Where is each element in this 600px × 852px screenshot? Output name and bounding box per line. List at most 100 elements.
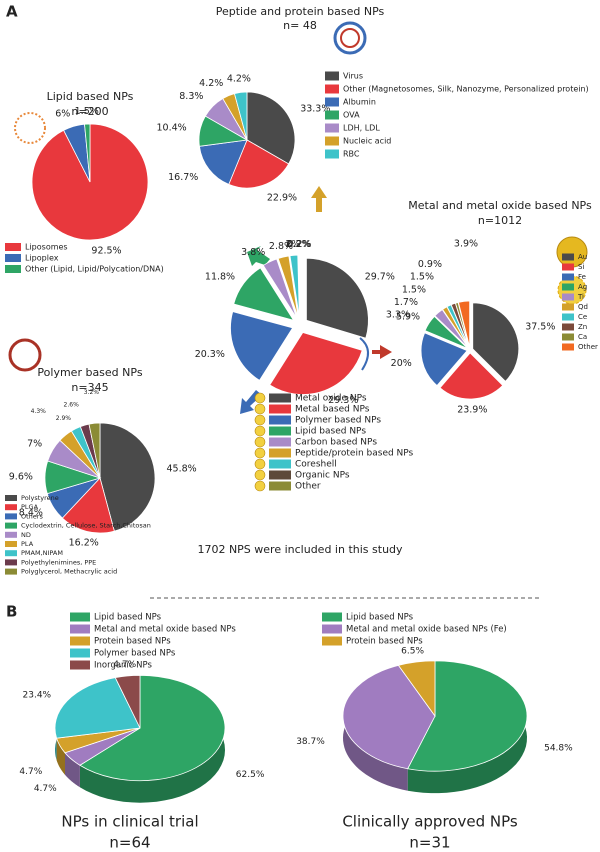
legend-swatch <box>269 448 291 458</box>
legend-label: Inorganic NPs <box>94 661 153 671</box>
legend-swatch <box>5 495 17 501</box>
legend-label: Coreshell <box>295 460 337 470</box>
pie-slice <box>230 311 294 381</box>
arrow <box>359 337 369 371</box>
chart-subtitle: n=31 <box>409 834 450 852</box>
pie-slice <box>457 300 471 348</box>
pie-slice <box>114 674 141 729</box>
value-label: 3.9% <box>454 239 478 250</box>
legend-label: Ce <box>578 313 587 321</box>
pie-slice <box>228 139 290 189</box>
legend-label: Qd <box>578 303 588 311</box>
chart-title: Clinically approved NPs <box>342 813 518 831</box>
legend-swatch <box>325 84 339 94</box>
legend-swatch <box>562 333 574 341</box>
legend-swatch <box>70 612 90 622</box>
value-label: 23.4% <box>23 690 52 700</box>
legend-label: Fe <box>578 273 586 281</box>
legend-swatch <box>562 303 574 311</box>
value-label: 23.9% <box>457 404 487 415</box>
legend-label: Polymer based NPs <box>295 416 381 426</box>
legend-swatch <box>269 481 291 491</box>
legend-label: Zn <box>578 323 587 331</box>
value-label: 2% <box>285 239 300 250</box>
chart-title: Polymer based NPs <box>37 366 142 379</box>
legend-label: Other <box>578 343 598 351</box>
legend-swatch <box>562 253 574 261</box>
legend-label: Metal and metal oxide based NPs (Fe) <box>346 625 507 635</box>
chart-subtitle: n=200 <box>71 105 108 118</box>
legend-icon <box>254 403 266 415</box>
arrow <box>247 246 270 266</box>
value-label: 6% <box>55 109 70 120</box>
caption: 1702 NPS were included in this study <box>197 543 403 556</box>
legend-icon <box>254 469 266 481</box>
value-label: 4.2% <box>199 78 223 89</box>
icons <box>8 21 588 372</box>
chart-subtitle: n=345 <box>71 381 108 394</box>
value-label: 6.5% <box>401 647 424 657</box>
legend-swatch <box>325 71 339 81</box>
value-label: 20% <box>391 358 412 369</box>
legend-label: Lipid based NPs <box>94 613 162 623</box>
pie-side <box>79 675 226 803</box>
value-label: 9.6% <box>9 472 33 483</box>
panel-label: A <box>6 3 18 21</box>
pie-slice <box>472 302 520 382</box>
panel-label: B <box>6 603 17 621</box>
pie-slice <box>407 660 528 772</box>
legend-label: Metal oxide NPs <box>295 394 367 404</box>
value-label: 11.8% <box>205 272 235 283</box>
value-label: 92.5% <box>91 245 121 256</box>
legend-swatch <box>269 470 291 480</box>
chart-subtitle: n= 48 <box>283 19 317 32</box>
legend-label: Protein based NPs <box>94 637 171 647</box>
value-label: 3.3% <box>386 310 410 321</box>
pie-slice <box>246 91 296 165</box>
value-label: 8.4% <box>19 508 43 519</box>
legend-icon <box>254 414 266 426</box>
value-label: 54.8% <box>544 744 573 754</box>
value-label: 1.7% <box>394 297 418 308</box>
legend-swatch <box>562 273 574 281</box>
legend-label: Virus <box>343 72 363 81</box>
value-label: 3.8% <box>241 247 265 258</box>
legend-swatch <box>269 393 291 403</box>
legend-swatch <box>5 243 21 251</box>
legend-label: Ti <box>577 293 584 301</box>
pie-slice <box>277 255 299 318</box>
value-label: 1.5% <box>75 106 99 117</box>
legend-swatch <box>5 550 17 557</box>
legend-swatch <box>5 254 21 262</box>
legend-label: RBC <box>343 150 360 159</box>
pie-slice <box>233 267 295 321</box>
legend-swatch <box>325 110 339 120</box>
pie-slice <box>424 315 468 349</box>
icon <box>14 112 46 144</box>
value-label: 0.2% <box>287 239 311 250</box>
legend-label: Polyethylenimines, PPE <box>21 558 96 566</box>
pie-slice <box>342 664 436 770</box>
icon <box>8 338 42 372</box>
value-label: 62.5% <box>236 770 265 780</box>
legend-swatch <box>562 313 574 321</box>
legend-label: Nucleic acid <box>343 137 391 146</box>
pie-slice <box>99 422 156 532</box>
legend-label: Ca <box>578 333 587 341</box>
legend-swatch <box>70 636 90 646</box>
legend-label: Others <box>21 512 43 520</box>
legend-label: Lipoplex <box>25 254 59 263</box>
legend-label: ND <box>21 531 31 539</box>
pie-slice <box>289 254 300 318</box>
pie-slice <box>420 332 468 387</box>
value-label: 22.9% <box>267 193 297 204</box>
pie-slice <box>79 674 226 782</box>
value-label: 2.8% <box>269 241 293 252</box>
legend-swatch <box>5 513 17 520</box>
legend-label: Organic NPs <box>295 471 350 481</box>
legend-label: Polymer based NPs <box>94 649 176 659</box>
legend-icon <box>254 447 266 459</box>
value-label: 0.9% <box>418 259 442 270</box>
legend-label: Other (Magnetosomes, Silk, Nanozyme, Per… <box>343 85 589 94</box>
